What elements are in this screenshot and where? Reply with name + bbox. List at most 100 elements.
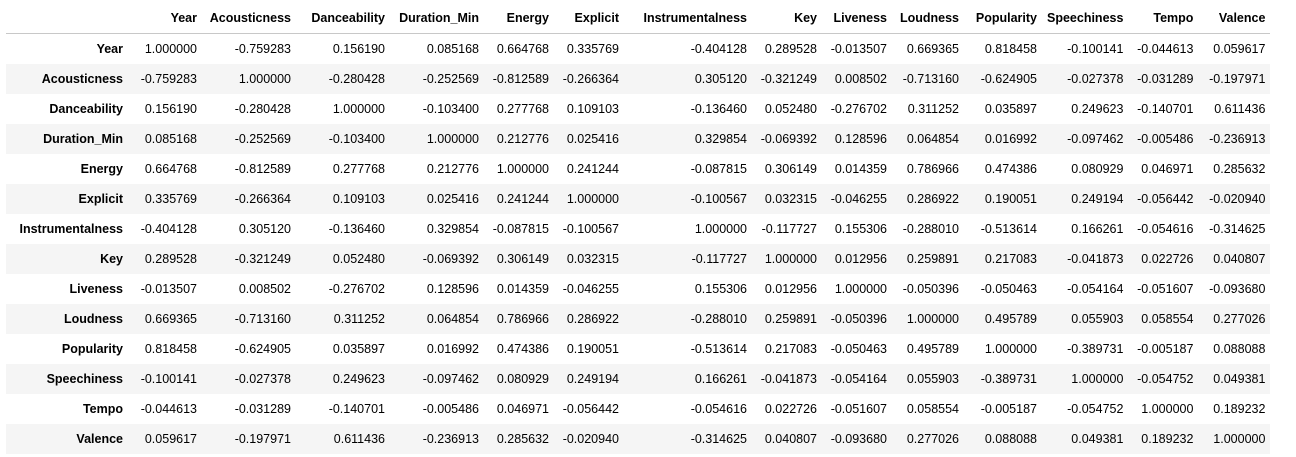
table-cell: -0.013507: [140, 282, 197, 296]
table-cell: -0.759283: [140, 72, 197, 86]
table-cell: -0.713160: [902, 72, 959, 86]
table-cell: 0.495789: [906, 342, 959, 356]
column-header: Liveness: [822, 3, 892, 34]
table-cell: 0.014359: [496, 282, 549, 296]
table-cell: 0.025416: [566, 132, 619, 146]
table-cell: 0.285632: [1213, 162, 1266, 176]
table-cell: 0.040807: [1213, 252, 1266, 266]
table-body: Year 1.000000 -0.759283 0.156190 0.085168 0.6…: [6, 33, 1271, 454]
row-label: Popularity: [61, 342, 123, 356]
table-cell: 0.049381: [1213, 372, 1266, 386]
table-cell: 0.241244: [566, 162, 619, 176]
table-cell: -0.069392: [422, 252, 479, 266]
table-cell: 0.155306: [834, 222, 887, 236]
table-cell: -0.046255: [562, 282, 619, 296]
row-label: Liveness: [69, 282, 123, 296]
table-cell: -0.051607: [1137, 282, 1194, 296]
table-cell: 0.474386: [984, 162, 1037, 176]
table-cell: -0.054616: [690, 402, 747, 416]
table-cell: 0.085168: [426, 42, 479, 56]
table-header: Year Acousticness Danceability Duration_Min…: [6, 3, 1271, 34]
table-cell: 1.000000: [1071, 372, 1124, 386]
column-header: Year: [128, 3, 202, 34]
table-cell: -0.103400: [422, 102, 479, 116]
table-cell: 0.329854: [694, 132, 747, 146]
table-row: Acousticness -0.759283 1.000000 -0.280428 -0…: [6, 64, 1271, 94]
table-cell: 0.259891: [764, 312, 817, 326]
table-cell: -0.197971: [234, 432, 291, 446]
table-cell: 0.189232: [1141, 432, 1194, 446]
table-row: Explicit 0.335769 -0.266364 0.109103 0.02541…: [6, 184, 1271, 214]
row-label: Key: [100, 252, 123, 266]
table-cell: 0.306149: [764, 162, 817, 176]
table-cell: 0.058554: [906, 402, 959, 416]
column-header: Speechiness: [1042, 3, 1129, 34]
row-label: Tempo: [82, 402, 123, 416]
table-cell: 0.611436: [1214, 102, 1266, 116]
table-cell: 1.000000: [566, 192, 619, 206]
table-cell: 0.128596: [834, 132, 887, 146]
table-cell: -0.051607: [830, 402, 887, 416]
table-cell: -0.044613: [140, 402, 197, 416]
table-cell: 0.217083: [984, 252, 1037, 266]
table-cell: 0.190051: [566, 342, 619, 356]
table-cell: 0.046971: [1141, 162, 1194, 176]
table-cell: -0.093680: [1209, 282, 1266, 296]
table-cell: -0.236913: [422, 432, 479, 446]
table-cell: 0.474386: [496, 342, 549, 356]
table-cell: 0.166261: [1071, 222, 1124, 236]
table-cell: 0.311252: [333, 312, 385, 326]
row-label: Year: [96, 42, 123, 56]
header-row: Year Acousticness Danceability Duration_Min…: [6, 3, 1271, 34]
table-cell: -0.513614: [980, 222, 1037, 236]
table-cell: 1.000000: [1213, 432, 1266, 446]
table-cell: -0.050396: [902, 282, 959, 296]
table-cell: 0.088088: [984, 432, 1037, 446]
table-cell: 0.277768: [496, 102, 549, 116]
table-cell: -0.117727: [691, 252, 747, 266]
table-cell: -0.005187: [980, 402, 1037, 416]
table-cell: 0.012956: [764, 282, 817, 296]
table-cell: 0.022726: [1141, 252, 1194, 266]
table-cell: 0.249194: [1071, 192, 1124, 206]
table-cell: -0.013507: [830, 42, 887, 56]
row-label: Acousticness: [41, 72, 123, 86]
table-cell: -0.314625: [690, 432, 747, 446]
table-cell: 1.000000: [144, 42, 197, 56]
table-cell: 0.128596: [426, 282, 479, 296]
table-cell: -0.097462: [1067, 132, 1124, 146]
table-cell: 1.000000: [496, 162, 549, 176]
table-cell: -0.020940: [562, 432, 619, 446]
table-cell: -0.031289: [1137, 72, 1194, 86]
table-cell: 0.289528: [764, 42, 817, 56]
table-cell: 0.335769: [566, 42, 619, 56]
table-cell: -0.288010: [690, 312, 747, 326]
table-cell: 0.285632: [496, 432, 549, 446]
table-row: Valence 0.059617 -0.197971 0.611436 -0.23691…: [6, 424, 1271, 454]
table-cell: -0.044613: [1137, 42, 1194, 56]
column-header: Acousticness: [202, 3, 296, 34]
table-cell: -0.087815: [492, 222, 549, 236]
table-cell: -0.280428: [328, 72, 385, 86]
row-label: Loudness: [63, 312, 123, 326]
table-cell: -0.054752: [1067, 402, 1124, 416]
table-cell: 1.000000: [694, 222, 747, 236]
column-header: Popularity: [964, 3, 1042, 34]
table-cell: 1.000000: [764, 252, 817, 266]
column-header: Valence: [1198, 3, 1271, 34]
table-cell: 0.156190: [332, 42, 385, 56]
table-cell: 0.156190: [144, 102, 197, 116]
table-cell: -0.069392: [760, 132, 817, 146]
table-cell: -0.050463: [980, 282, 1037, 296]
table-cell: 1.000000: [906, 312, 959, 326]
table-cell: 0.329854: [426, 222, 479, 236]
table-cell: 0.055903: [906, 372, 959, 386]
table-cell: -0.404128: [690, 42, 747, 56]
table-cell: 0.259891: [906, 252, 959, 266]
table-cell: 0.022726: [764, 402, 817, 416]
table-row: Energy 0.664768 -0.812589 0.277768 0.212776 1…: [6, 154, 1271, 184]
table-cell: 1.000000: [1141, 402, 1194, 416]
table-cell: -0.050396: [830, 312, 887, 326]
table-cell: 0.277768: [332, 162, 385, 176]
table-cell: 0.080929: [1071, 162, 1124, 176]
